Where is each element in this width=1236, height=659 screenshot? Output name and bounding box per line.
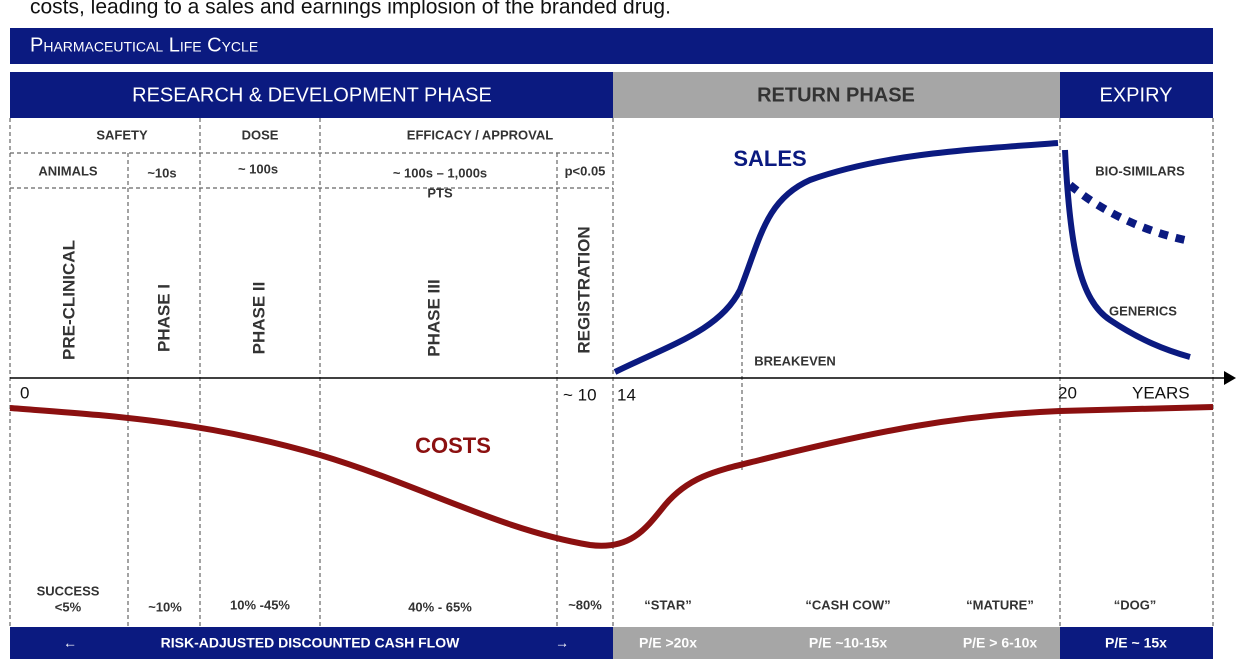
axis-label: 20	[1058, 383, 1077, 402]
grid-lines	[9, 118, 1214, 627]
axis-arrow	[1224, 371, 1236, 385]
phase-label: RETURN PHASE	[757, 84, 915, 106]
stage: EFFICACY / APPROVAL	[407, 127, 553, 142]
footer-bar	[10, 627, 613, 659]
biosimilars-curve	[1067, 181, 1186, 244]
subjects: ~10s	[147, 165, 176, 180]
expiry-bar	[1060, 72, 1213, 118]
subjects: ANIMALS	[38, 163, 98, 178]
success-rate: <5%	[55, 599, 82, 614]
arrow: →	[555, 635, 569, 651]
intro-text: costs, leading to a sales and earnings i…	[30, 0, 671, 19]
success-rate: 10% -45%	[230, 597, 290, 612]
valuation: RISK-ADJUSTED DISCOUNTED CASH FLOW	[161, 635, 460, 651]
footer-bar	[1060, 627, 1213, 659]
pe-ratio: P/E >20x	[639, 635, 697, 651]
market-stage: “CASH COW”	[805, 597, 890, 612]
title-bar	[10, 28, 1213, 64]
pe-ratio: P/E ~ 15x	[1105, 635, 1167, 651]
curve-label: BREAKEVEN	[754, 353, 836, 368]
generics-curve	[1062, 149, 1191, 360]
arrow: ←	[63, 635, 77, 651]
axis-label: ~ 10	[563, 385, 597, 404]
curve-label: GENERICS	[1109, 303, 1177, 318]
phase-label: EXPIRY	[1100, 84, 1173, 106]
axis-unit: YEARS	[1132, 383, 1190, 402]
curve-label: BIO-SIMILARS	[1095, 163, 1185, 178]
rd-phase-bar	[10, 72, 613, 118]
success-rate: ~10%	[148, 599, 182, 614]
trial-phase: PHASE III	[424, 279, 443, 356]
subjects: ~ 100s	[238, 161, 278, 176]
market-stage: “MATURE”	[966, 597, 1034, 612]
pe-ratio: P/E > 6-10x	[963, 635, 1038, 651]
trial-phase: PHASE II	[249, 282, 268, 355]
axis-label: 14	[617, 385, 636, 404]
trial-phase: PHASE I	[154, 284, 173, 352]
subjects: ~ 100s – 1,000s	[393, 165, 487, 180]
costs-curve	[9, 404, 1214, 549]
axis-label: 0	[20, 383, 29, 402]
subjects: PTS	[427, 185, 453, 200]
trial-phase: PRE-CLINICAL	[59, 240, 78, 360]
trial-phase: REGISTRATION	[574, 226, 593, 353]
success-rate: 40% - 65%	[408, 599, 472, 614]
subjects: p<0.05	[565, 163, 606, 178]
success-rate: SUCCESS	[37, 583, 100, 598]
return-phase-bar	[613, 72, 1060, 118]
success-rate: ~80%	[568, 597, 602, 612]
curve-label: SALES	[733, 146, 806, 171]
phase-label: RESEARCH & DEVELOPMENT PHASE	[132, 84, 492, 106]
sales-curve	[613, 140, 1059, 375]
title: Pharmaceutical Life Cycle	[30, 34, 258, 56]
stage: DOSE	[242, 127, 279, 142]
market-stage: “DOG”	[1114, 597, 1157, 612]
footer-bar	[613, 627, 1060, 659]
market-stage: “STAR”	[644, 597, 691, 612]
pe-ratio: P/E ~10-15x	[809, 635, 887, 651]
stage: SAFETY	[96, 127, 148, 142]
curve-label: COSTS	[415, 433, 491, 458]
